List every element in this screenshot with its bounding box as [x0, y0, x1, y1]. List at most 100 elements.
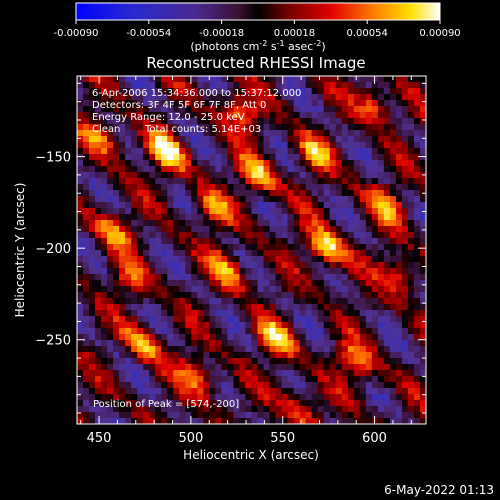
heatmap-cell: [131, 208, 138, 215]
heatmap-cell: [281, 142, 289, 149]
heatmap-cell: [227, 250, 234, 257]
heatmap-cell: [221, 226, 228, 233]
heatmap-cell: [191, 268, 198, 275]
heatmap-cell: [353, 172, 361, 179]
heatmap-cell: [221, 244, 228, 251]
heatmap-cell: [221, 316, 228, 323]
heatmap-cell: [341, 124, 349, 131]
heatmap-cell: [419, 244, 427, 251]
heatmap-cell: [365, 196, 373, 203]
heatmap-cell: [173, 346, 180, 353]
heatmap-cell: [161, 298, 168, 305]
heatmap-cell: [377, 190, 385, 197]
heatmap-cell: [239, 226, 246, 233]
heatmap-cell: [101, 178, 108, 185]
heatmap-cell: [305, 76, 313, 83]
heatmap-cell: [347, 202, 355, 209]
heatmap-cell: [395, 202, 403, 209]
heatmap-cell: [347, 208, 355, 215]
heatmap-cell: [101, 136, 108, 143]
annotation-total-counts: Total counts: 5.14E+03: [144, 124, 261, 135]
heatmap-cell: [353, 88, 361, 95]
heatmap-cell: [137, 400, 144, 407]
heatmap-cell: [119, 250, 126, 257]
heatmap-cell: [221, 166, 228, 173]
heatmap-cell: [275, 214, 282, 221]
heatmap-cell: [83, 106, 90, 113]
heatmap-cell: [95, 148, 102, 155]
heatmap-cell: [353, 130, 361, 137]
heatmap-cell: [107, 130, 114, 137]
heatmap-cell: [359, 304, 367, 311]
heatmap-cell: [179, 334, 186, 341]
heatmap-cell: [155, 172, 162, 179]
heatmap-cell: [89, 88, 96, 95]
heatmap-cell: [161, 256, 168, 263]
heatmap-cell: [119, 292, 126, 299]
heatmap-cell: [413, 334, 421, 341]
heatmap-cell: [329, 226, 337, 233]
heatmap-cell: [407, 298, 415, 305]
heatmap-cell: [209, 76, 216, 83]
heatmap-cell: [167, 172, 174, 179]
heatmap-cell: [161, 286, 168, 293]
heatmap-cell: [119, 136, 126, 143]
heatmap-cell: [269, 292, 276, 299]
heatmap-cell: [137, 292, 144, 299]
heatmap-cell: [191, 130, 198, 137]
heatmap-cell: [299, 148, 307, 155]
heatmap-cell: [275, 100, 282, 107]
heatmap-cell: [215, 82, 222, 89]
heatmap-cell: [341, 202, 349, 209]
heatmap-cell: [389, 214, 397, 221]
heatmap-cell: [347, 184, 355, 191]
heatmap-cell: [197, 352, 204, 359]
heatmap-cell: [395, 388, 403, 395]
heatmap-cell: [119, 202, 126, 209]
heatmap-cell: [371, 358, 379, 365]
heatmap-cell: [143, 388, 150, 395]
heatmap-cell: [353, 406, 361, 413]
heatmap-cell: [317, 88, 325, 95]
heatmap-cell: [287, 130, 295, 137]
heatmap-cell: [353, 256, 361, 263]
heatmap-cell: [215, 388, 222, 395]
heatmap-cell: [191, 274, 198, 281]
heatmap-cell: [209, 346, 216, 353]
heatmap-cell: [371, 106, 379, 113]
heatmap-cell: [137, 190, 144, 197]
heatmap-cell: [245, 280, 252, 287]
heatmap-cell: [131, 268, 138, 275]
heatmap-cell: [413, 166, 421, 173]
heatmap-cell: [401, 394, 409, 401]
heatmap-cell: [251, 142, 258, 149]
heatmap-cell: [173, 322, 180, 329]
heatmap-cell: [341, 400, 349, 407]
heatmap-cell: [347, 292, 355, 299]
heatmap-cell: [293, 268, 301, 275]
heatmap-cell: [335, 364, 343, 371]
heatmap-cell: [365, 118, 373, 125]
heatmap-cell: [119, 76, 126, 83]
heatmap-cell: [155, 100, 162, 107]
heatmap-cell: [275, 406, 282, 413]
heatmap-cell: [119, 268, 126, 275]
heatmap-cell: [389, 220, 397, 227]
heatmap-cell: [275, 256, 282, 263]
heatmap-cell: [293, 220, 301, 227]
heatmap-cell: [371, 142, 379, 149]
heatmap-cell: [173, 130, 180, 137]
heatmap-cell: [281, 238, 289, 245]
heatmap-cell: [179, 238, 186, 245]
heatmap-cell: [287, 418, 295, 425]
heatmap-cell: [197, 400, 204, 407]
heatmap-cell: [179, 154, 186, 161]
heatmap-cell: [191, 340, 198, 347]
heatmap-cell: [317, 244, 325, 251]
heatmap-cell: [365, 406, 373, 413]
heatmap-cell: [395, 292, 403, 299]
heatmap-cell: [329, 106, 337, 113]
heatmap-cell: [353, 376, 361, 383]
heatmap-cell: [293, 286, 301, 293]
heatmap-cell: [257, 214, 264, 221]
